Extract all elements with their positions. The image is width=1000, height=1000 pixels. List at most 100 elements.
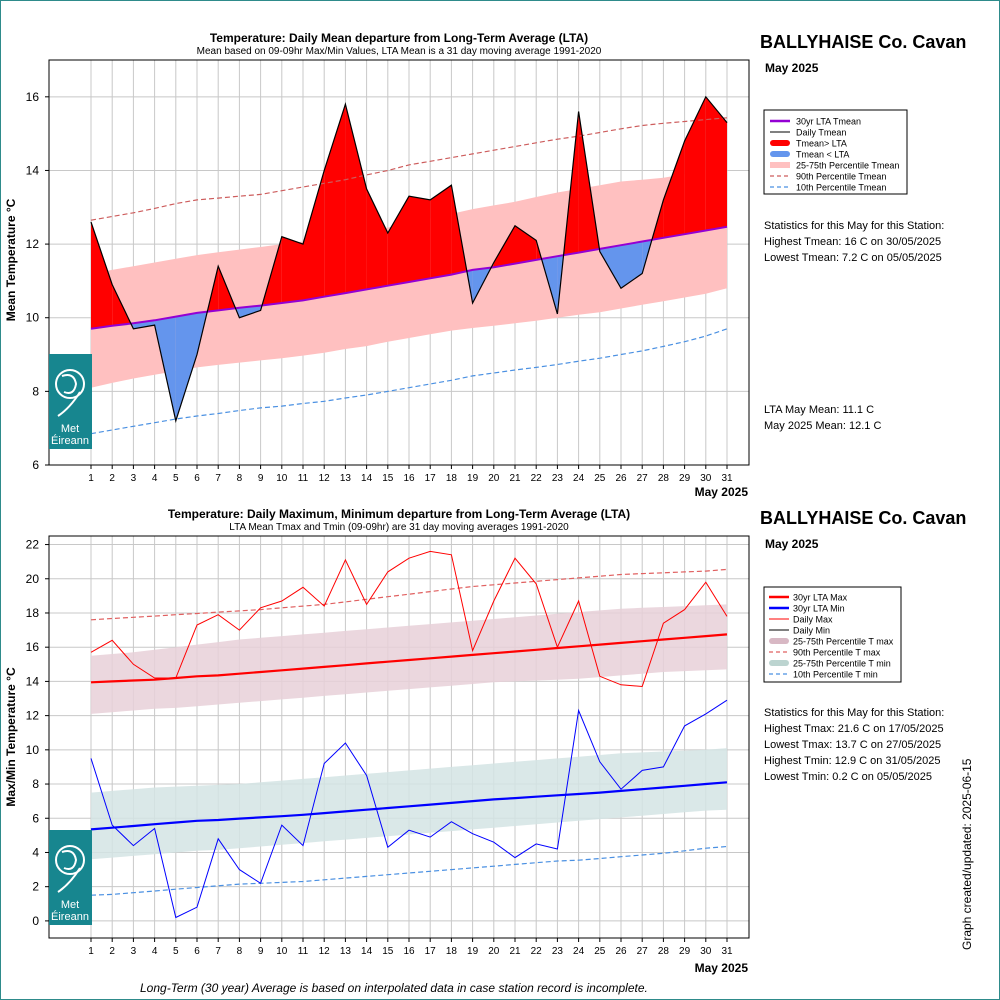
bottom-xtick-label: 31 (721, 946, 733, 957)
bottom-series-lta-min (90, 781, 728, 831)
legend-swatch-band-max (769, 638, 789, 644)
top-fill-segment (324, 104, 346, 297)
bottom-ytick-label: 2 (32, 880, 39, 894)
bottom-ytick-label: 20 (26, 572, 40, 586)
logo-tail-icon-bottom (57, 867, 81, 893)
top-xtick-label: 24 (573, 473, 585, 484)
top-fill-segment (91, 222, 113, 329)
top-xtick-label: 11 (298, 473, 309, 484)
top-xtick-label: 10 (276, 473, 288, 484)
bottom-xtick-label: 28 (658, 946, 670, 957)
top-xtick-label: 21 (509, 473, 521, 484)
legend-label-p10-min: 10th Percentile T min (793, 670, 878, 680)
top-xtick-label: 4 (152, 473, 158, 484)
bottom-xtick-label: 14 (361, 946, 373, 957)
logo-text-eireann-bottom: Éireann (51, 910, 89, 923)
top-fill-segment (281, 236, 303, 303)
bottom-ytick-label: 22 (26, 538, 40, 552)
bottom-xtick-label: 5 (173, 946, 179, 957)
bottom-stat-lowest-tmin: Lowest Tmin: 0.2 C on 05/05/2025 (764, 771, 932, 783)
bottom-stat-lowest-tmax: Lowest Tmax: 13.7 C on 27/05/2025 (764, 739, 942, 751)
top-month-label: May 2025 (765, 61, 819, 75)
top-ytick-label: 14 (26, 163, 40, 177)
top-stats-block: Statistics for this May for this Station… (764, 218, 944, 266)
top-xtick-label: 30 (700, 473, 712, 484)
bottom-plot-bg (49, 536, 749, 938)
legend-swatch-band (770, 162, 790, 168)
top-plot-border (48, 59, 750, 466)
bottom-station-name: BALLYHAISE Co. Cavan (760, 508, 967, 528)
bottom-xtick-label: 4 (152, 946, 158, 957)
top-fill-segment (366, 188, 388, 290)
bottom-xtick-label: 7 (215, 946, 221, 957)
bottom-xtick-label: 17 (425, 946, 437, 957)
bottom-plot-border (48, 535, 750, 939)
top-xtick-label: 1 (88, 473, 94, 484)
bottom-month-label: May 2025 (765, 537, 819, 551)
top-xtick-label: 3 (131, 473, 137, 484)
top-xtick-label: 20 (488, 473, 500, 484)
top-lines (90, 95, 728, 435)
bottom-stats-block: Statistics for this May for this Station… (764, 705, 944, 785)
bottom-legend: 30yr LTA Max 30yr LTA Min Daily Max Dail… (763, 586, 902, 683)
top-series-p90 (90, 117, 728, 221)
top-xtick-label: 28 (658, 473, 670, 484)
top-fill-segment (175, 312, 197, 421)
top-xtick-label: 13 (340, 473, 352, 484)
bottom-chart-title: Temperature: Daily Maximum, Minimum depa… (168, 507, 630, 521)
top-fill-segment (345, 104, 367, 294)
legend-label-lta-max: 30yr LTA Max (793, 593, 848, 603)
bottom-ytick-label: 10 (26, 743, 40, 757)
legend-label-lta-min: 30yr LTA Min (793, 604, 845, 614)
top-xtick-label: 19 (467, 473, 479, 484)
top-y-ticks: 6 8 10 12 14 16 (26, 90, 49, 472)
top-xtick-label: 12 (319, 473, 331, 484)
legend-swatch-band-min (769, 660, 789, 666)
top-x-ticks: 1 2 3 4 5 6 7 8 9 10 11 12 13 14 15 16 17 18 19 20 21 22 23 24 2… (88, 465, 733, 484)
bottom-ytick-label: 16 (26, 640, 40, 654)
bottom-xtick-label: 29 (679, 946, 691, 957)
legend-swatch-above-lta (770, 140, 790, 146)
legend-label-daily-max: Daily Max (793, 615, 833, 625)
met-eireann-logo: Met Éireann (49, 354, 92, 449)
logo-text-eireann: Éireann (51, 434, 89, 447)
bottom-xtick-label: 25 (594, 946, 606, 957)
bottom-xtick-label: 6 (194, 946, 200, 957)
top-fill-segment (387, 196, 409, 286)
top-fill-segment (663, 141, 685, 238)
top-ytick-label: 8 (32, 384, 39, 398)
top-legend: 30yr LTA Tmean Daily Tmean Tmean> LTA Tm… (763, 109, 908, 195)
top-fill-segment (430, 185, 452, 279)
legend-label-above-lta: Tmean> LTA (796, 139, 847, 149)
top-xtick-label: 2 (109, 473, 115, 484)
top-fill-segment (515, 225, 537, 264)
bottom-band-tmin (91, 748, 727, 860)
bottom-xtick-label: 9 (258, 946, 264, 957)
logo-swirl-inner-icon-bottom (61, 850, 78, 870)
legend-label-p10: 10th Percentile Tmean (796, 183, 886, 193)
top-series-lta (90, 225, 728, 330)
legend-label-lta-tmean: 30yr LTA Tmean (796, 117, 861, 127)
bottom-xtick-label: 19 (467, 946, 479, 957)
legend-label-band-max: 25-75th Percentile T max (793, 637, 894, 647)
top-xtick-label: 8 (237, 473, 243, 484)
bottom-series-daily-min (90, 699, 728, 919)
met-eireann-logo-bottom: Met Éireann (49, 830, 92, 925)
top-xtick-label: 16 (403, 473, 415, 484)
footnote: Long-Term (30 year) Average is based on … (140, 981, 648, 995)
bottom-series-lta-max (90, 633, 728, 684)
bottom-xtick-label: 2 (109, 946, 115, 957)
bottom-series-daily-max (90, 550, 728, 688)
bottom-stat-highest-tmax: Highest Tmax: 21.6 C on 17/05/2025 (764, 723, 944, 735)
top-xtick-label: 29 (679, 473, 691, 484)
top-xtick-label: 26 (615, 473, 627, 484)
legend-label-band: 25-75th Percentile Tmean (796, 161, 899, 171)
top-xtick-label: 31 (721, 473, 733, 484)
bottom-x-ticks: 1 2 3 4 5 6 7 8 9 10 11 12 13 14 15 16 17 18 19 20 21 22 23 24 2… (88, 938, 733, 957)
bottom-xtick-label: 13 (340, 946, 352, 957)
bottom-xtick-label: 27 (637, 946, 649, 957)
bottom-ytick-label: 12 (26, 709, 40, 723)
bottom-xtick-label: 20 (488, 946, 500, 957)
legend-label-daily-tmean: Daily Tmean (796, 128, 846, 138)
